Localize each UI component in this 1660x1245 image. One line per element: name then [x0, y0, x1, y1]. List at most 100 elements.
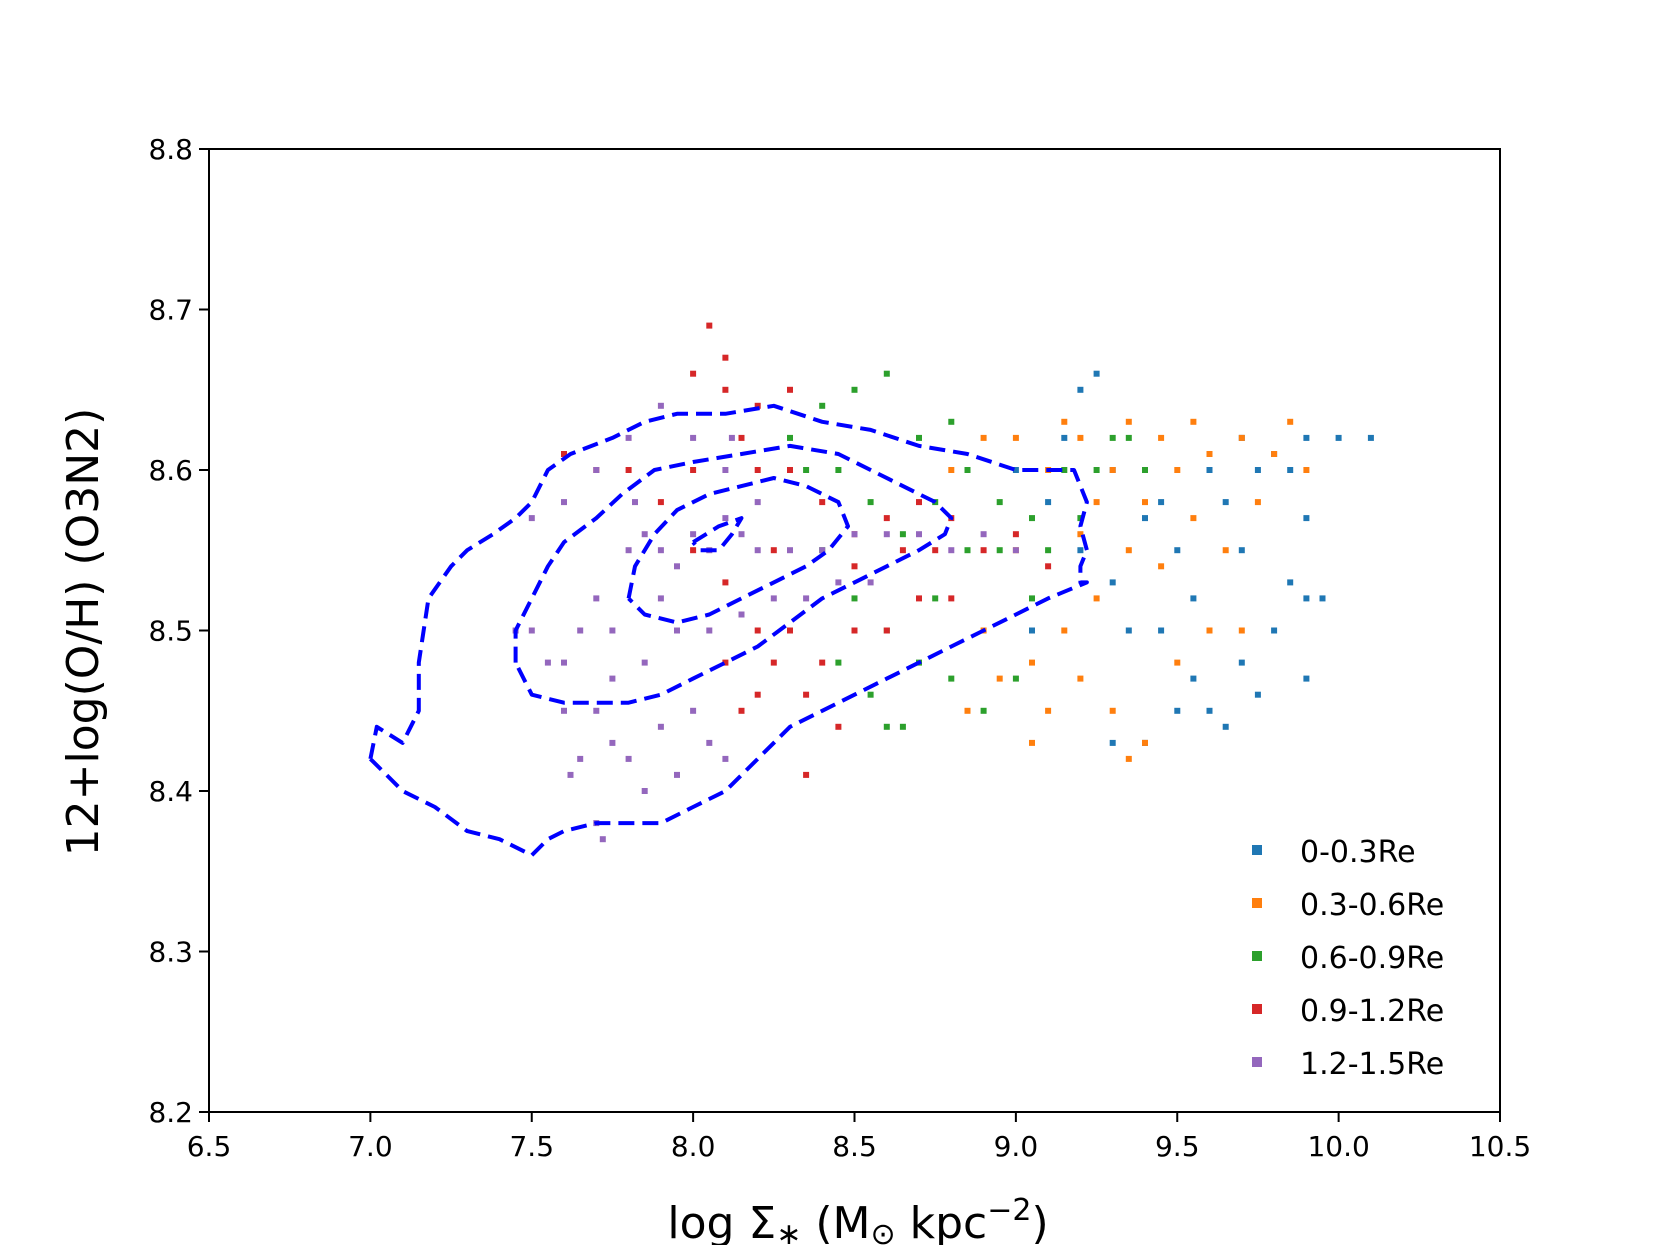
data-point	[964, 467, 971, 473]
data-point	[1335, 434, 1342, 441]
data-point	[1271, 627, 1278, 634]
x-tick-label: 8.0	[671, 1130, 716, 1163]
data-point	[1061, 627, 1068, 634]
legend-label: 0.9-1.2Re	[1300, 994, 1444, 1029]
data-point	[1125, 755, 1132, 762]
data-point	[754, 691, 761, 698]
data-point	[738, 531, 745, 538]
data-point	[625, 467, 632, 473]
data-point	[899, 723, 906, 730]
data-point	[561, 659, 567, 666]
data-point	[916, 595, 922, 602]
data-point	[980, 531, 987, 538]
data-point	[1319, 595, 1326, 602]
data-point	[738, 707, 745, 714]
data-point	[1029, 595, 1035, 602]
data-point	[1287, 418, 1294, 425]
data-point	[1190, 418, 1197, 425]
data-point	[1061, 418, 1068, 425]
legend-label: 1.2-1.5Re	[1300, 1047, 1444, 1082]
data-point	[948, 467, 955, 473]
data-point	[1012, 675, 1019, 682]
data-point	[1109, 434, 1116, 441]
data-point	[625, 547, 632, 554]
contours	[368, 403, 1089, 858]
data-point	[641, 531, 648, 538]
data-point	[728, 434, 735, 441]
data-point	[1125, 627, 1132, 634]
data-point	[593, 467, 600, 473]
data-point	[787, 467, 793, 473]
data-point	[851, 563, 858, 570]
data-point	[1029, 627, 1035, 634]
data-point	[609, 739, 616, 746]
x-tick-label: 6.5	[187, 1130, 232, 1163]
legend-label: 0.6-0.9Re	[1300, 941, 1444, 976]
legend-label: 0-0.3Re	[1300, 835, 1416, 870]
data-point	[1029, 515, 1035, 522]
data-point	[599, 836, 606, 843]
data-point	[835, 723, 842, 730]
data-point	[867, 499, 874, 506]
data-point	[625, 434, 632, 441]
data-point	[932, 595, 939, 602]
data-point	[787, 627, 793, 634]
data-point	[738, 611, 745, 618]
x-tick-label: 8.5	[832, 1130, 877, 1163]
data-point	[1012, 434, 1019, 441]
y-tick-label: 8.5	[148, 615, 193, 648]
data-point	[948, 595, 955, 602]
data-point	[577, 755, 584, 762]
data-point	[1158, 563, 1165, 570]
data-point	[754, 499, 761, 506]
data-point	[1190, 595, 1197, 602]
data-point	[1061, 467, 1068, 473]
data-point	[948, 675, 955, 682]
data-point	[1093, 595, 1100, 602]
data-point	[657, 595, 664, 602]
data-point	[996, 675, 1003, 682]
data-point	[593, 595, 600, 602]
data-point	[567, 771, 574, 778]
data-point	[899, 531, 906, 538]
data-point	[722, 515, 729, 522]
data-point	[657, 499, 664, 506]
legend: 0-0.3Re 0.3-0.6Re 0.6-0.9Re 0.9-1.2Re 1.2-1.…	[1252, 835, 1444, 1082]
data-point	[770, 659, 777, 666]
data-point	[1045, 707, 1052, 714]
data-point	[1303, 675, 1310, 682]
data-point	[1142, 515, 1148, 522]
data-point	[1174, 659, 1181, 666]
data-point	[1125, 418, 1132, 425]
data-point	[674, 627, 680, 634]
data-point	[1254, 467, 1261, 473]
data-point	[996, 499, 1003, 506]
data-point	[1077, 515, 1084, 522]
data-point	[754, 467, 761, 473]
data-point	[867, 579, 874, 586]
data-point	[770, 595, 777, 602]
legend-item: 0.9-1.2Re	[1252, 994, 1444, 1029]
data-point	[1206, 627, 1213, 634]
data-point	[883, 515, 890, 522]
data-point	[1109, 579, 1116, 586]
data-point	[657, 723, 664, 730]
data-point	[787, 386, 793, 393]
data-point	[948, 418, 955, 425]
data-point	[625, 755, 632, 762]
data-point	[916, 434, 922, 441]
x-tick-label: 10.5	[1469, 1130, 1531, 1163]
data-point	[1093, 467, 1100, 473]
data-point	[1222, 723, 1229, 730]
data-point	[1158, 499, 1165, 506]
data-point	[803, 771, 810, 778]
data-point	[722, 755, 729, 762]
data-point	[1077, 547, 1084, 554]
data-point	[851, 531, 858, 538]
y-axis: 8.2 8.3 8.4 8.5 8.6 8.7 8.8	[148, 133, 209, 1129]
data-point	[754, 627, 761, 634]
data-point	[657, 402, 664, 409]
data-point	[544, 659, 551, 666]
data-point	[819, 659, 826, 666]
data-point	[561, 451, 567, 457]
